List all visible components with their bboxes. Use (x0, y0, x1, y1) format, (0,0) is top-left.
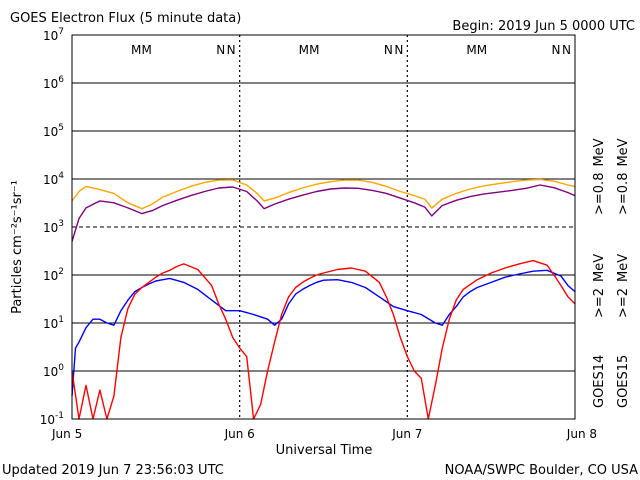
event-marker: N (552, 43, 561, 57)
legend-group-label: GOES15 (616, 355, 631, 408)
y-tick-label: 106 (43, 75, 64, 91)
x-axis-label: Universal Time (276, 443, 373, 458)
y-tick-label: 10-1 (40, 411, 64, 427)
series-layer (71, 178, 576, 420)
legend: GOES14 >=2MeV >=0.8MeV GOES15 >=2MeV >=0.8MeV (592, 138, 631, 408)
x-tick-label: Jun 5 (51, 427, 82, 441)
series-line (71, 184, 576, 242)
series-line (71, 269, 576, 397)
event-marker: M (299, 43, 309, 57)
event-marker: N (216, 43, 225, 57)
y-tick-label: 101 (43, 315, 64, 331)
y-tick-label: 107 (43, 27, 64, 43)
legend-entry: >=2MeV (592, 254, 607, 318)
event-marker: M (131, 43, 141, 57)
event-marker: M (466, 43, 476, 57)
legend-group-label: GOES14 (592, 355, 607, 408)
event-marker: N (227, 43, 236, 57)
plot-frame (71, 34, 576, 420)
updated-timestamp: Updated 2019 Jun 7 23:56:03 UTC (2, 463, 224, 478)
y-tick-label: 100 (43, 363, 64, 379)
legend-entry: >=2MeV (616, 254, 631, 318)
x-tick-label: Jun 6 (224, 427, 255, 441)
event-marker: N (384, 43, 393, 57)
event-marker: M (477, 43, 487, 57)
event-marker: M (141, 43, 151, 57)
event-marker: M (309, 43, 319, 57)
y-tick-label: 105 (43, 123, 64, 139)
y-axis-label: Particles cm⁻²s⁻¹sr⁻¹ (10, 180, 25, 314)
begin-date: Begin: 2019 Jun 5 0000 UTC (452, 19, 635, 34)
y-axis-ticks: 10-1 100 101 102 103 104 105 106 107 (40, 27, 77, 427)
grid-layer (72, 35, 575, 419)
source-credit: NOAA/SWPC Boulder, CO USA (445, 463, 638, 478)
legend-entry: >=0.8MeV (616, 138, 631, 215)
y-tick-label: 103 (43, 219, 64, 235)
x-axis-ticks: Jun 5 Jun 6 Jun 7 Jun 8 (51, 427, 597, 441)
x-tick-label: Jun 8 (566, 427, 597, 441)
x-tick-label: Jun 7 (391, 427, 422, 441)
y-tick-label: 104 (43, 171, 64, 187)
legend-entry: >=0.8MeV (592, 138, 607, 215)
series-line (71, 259, 576, 420)
series-line (71, 178, 576, 210)
event-marker: N (562, 43, 571, 57)
y-tick-label: 102 (43, 267, 64, 283)
chart-title: GOES Electron Flux (5 minute data) (10, 11, 241, 26)
event-marker: N (394, 43, 403, 57)
